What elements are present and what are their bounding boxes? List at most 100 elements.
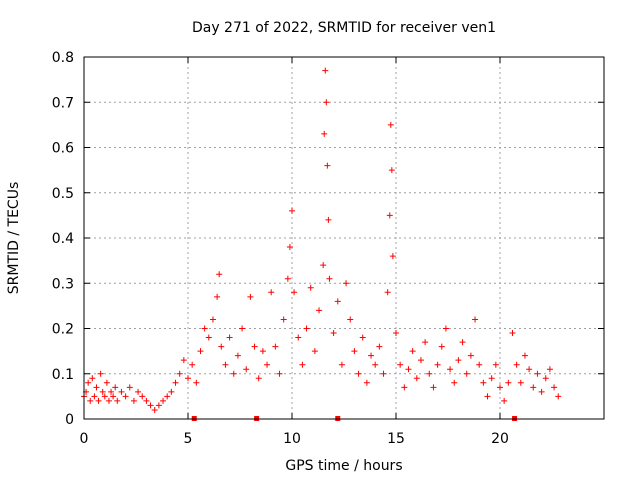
data-point [334, 298, 341, 305]
data-point [295, 334, 302, 341]
data-point [388, 167, 395, 174]
x-tick-label: 5 [184, 431, 193, 447]
data-point [189, 361, 196, 368]
data-point [447, 366, 454, 373]
data-point [139, 393, 146, 400]
data-point [303, 325, 310, 332]
data-point [193, 379, 200, 386]
data-point [91, 393, 98, 400]
data-point [130, 397, 137, 404]
data-point [118, 388, 125, 395]
y-tick-label: 0 [65, 412, 74, 428]
data-point [126, 384, 133, 391]
y-tick-label: 0.3 [52, 276, 74, 292]
data-point [322, 67, 329, 74]
data-point [538, 388, 545, 395]
data-point [426, 370, 433, 377]
data-point [264, 361, 271, 368]
data-point [488, 375, 495, 382]
data-point [363, 379, 370, 386]
data-point [376, 343, 383, 350]
data-point [330, 330, 337, 337]
data-point [289, 207, 295, 214]
data-point [480, 379, 487, 386]
data-point [343, 280, 350, 287]
axis-ticks [83, 56, 604, 420]
data-point [501, 397, 508, 404]
data-point [409, 348, 416, 355]
data-point [505, 379, 512, 386]
data-point [387, 121, 394, 128]
data-point [555, 393, 562, 400]
data-point [160, 397, 167, 404]
data-point [320, 262, 327, 269]
data-point [216, 271, 223, 278]
data-point [434, 361, 441, 368]
data-point [372, 361, 379, 368]
x-tick-label: 20 [491, 431, 509, 447]
data-point [517, 379, 524, 386]
data-point [87, 397, 94, 404]
y-tick-label: 0.2 [52, 322, 74, 338]
data-point [546, 366, 553, 373]
data-point [526, 366, 533, 373]
data-point [455, 357, 462, 364]
data-point [325, 216, 332, 223]
data-point [463, 370, 470, 377]
chart-title: Day 271 of 2022, SRMTID for receiver ven… [192, 20, 496, 36]
data-point [316, 307, 323, 314]
y-tick-labels: 0 0.1 0.2 0.3 0.4 0.5 0.6 0.7 0.8 [52, 50, 74, 428]
data-point [185, 375, 191, 382]
data-point [280, 316, 287, 323]
data-point [143, 397, 150, 404]
data-point [389, 253, 396, 260]
data-point [359, 334, 366, 341]
data-point [276, 370, 283, 377]
data-point [422, 339, 429, 346]
data-point [451, 379, 458, 386]
data-point [108, 388, 115, 395]
y-axis-label: SRMTID / TECUs [6, 182, 22, 295]
data-point [413, 375, 420, 382]
data-point [380, 370, 387, 377]
data-point [472, 316, 479, 323]
data-point [492, 361, 499, 368]
data-point [95, 397, 102, 404]
data-point [368, 352, 375, 359]
data-point [405, 366, 412, 373]
x-tick-labels: 0 5 10 15 20 [80, 431, 509, 447]
data-point [122, 393, 129, 400]
data-point [180, 357, 187, 364]
data-point [103, 379, 110, 386]
data-point [222, 361, 229, 368]
data-point [272, 343, 279, 350]
data-point [164, 393, 171, 400]
data-point [497, 384, 503, 391]
data-point [534, 370, 541, 377]
data-point [530, 384, 537, 391]
data-point [307, 284, 314, 291]
grid-lines [84, 57, 604, 419]
data-point [205, 334, 212, 341]
data-point [459, 339, 466, 346]
data-point [255, 375, 262, 382]
data-point [324, 162, 331, 169]
data-point [386, 212, 393, 219]
data-point [176, 370, 183, 377]
data-point [89, 375, 96, 382]
data-point [234, 352, 241, 359]
data-point [542, 375, 549, 382]
data-point [351, 348, 358, 355]
data-point [197, 348, 204, 355]
scatter-points [81, 67, 562, 413]
data-point [99, 388, 106, 395]
y-tick-label: 0.4 [52, 231, 74, 247]
data-point [247, 293, 254, 300]
data-point [286, 244, 293, 251]
data-point [112, 384, 119, 391]
data-point [214, 293, 221, 300]
data-point [201, 325, 208, 332]
data-point [551, 384, 558, 391]
data-point [509, 330, 516, 337]
